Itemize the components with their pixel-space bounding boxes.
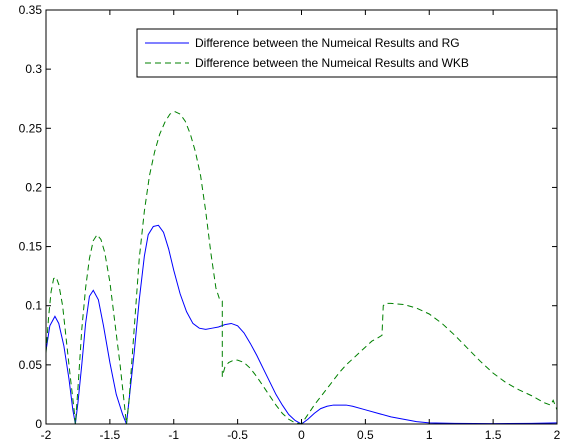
y-tick-label: 0.25	[19, 121, 43, 135]
x-tick-label: -1	[168, 428, 179, 442]
x-tick-label: 0.5	[357, 428, 374, 442]
ticks-layer: -2 -1.5 -1 -0.5 0 0.5 1 1.5 2 0 0.05 0.1 0.15 0.2 0.25…	[19, 3, 561, 442]
x-tick-label: -1.5	[100, 428, 121, 442]
x-tick-label: 1.5	[485, 428, 502, 442]
y-tick-label: 0	[35, 417, 42, 431]
y-tick-label: 0.35	[19, 3, 43, 17]
series-line-wkb	[45, 111, 558, 425]
y-tick-label: 0.1	[25, 299, 42, 313]
legend-label-rg: Difference between the Numeical Results …	[195, 36, 460, 50]
legend-box	[136, 28, 558, 78]
y-tick-label: 0.05	[19, 358, 43, 372]
legend: Difference between the Numeical Results …	[136, 28, 558, 78]
series-layer	[45, 111, 558, 425]
x-tick-label: 0	[298, 428, 305, 442]
plot-area	[46, 10, 557, 424]
x-tick-label: -2	[41, 428, 52, 442]
x-tick-label: 2	[554, 428, 561, 442]
x-tick-label: -0.5	[227, 428, 248, 442]
series-line-rg	[45, 224, 558, 425]
y-tick-label: 0.15	[19, 240, 43, 254]
y-tick-label: 0.2	[25, 180, 42, 194]
x-tick-label: 1	[426, 428, 433, 442]
legend-label-wkb: Difference between the Numeical Results …	[195, 56, 469, 70]
y-tick-label: 0.3	[25, 62, 42, 76]
